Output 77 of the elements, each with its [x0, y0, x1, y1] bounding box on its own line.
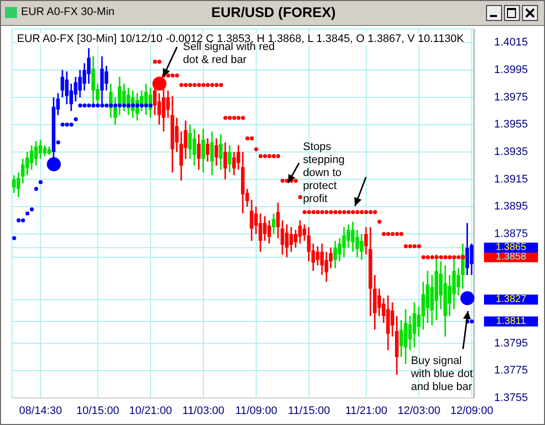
point [56, 140, 60, 144]
candlestick [210, 130, 214, 176]
chart-title: EUR/USD (FOREX) [211, 4, 336, 20]
candlestick [307, 226, 311, 262]
candlestick [214, 138, 218, 166]
x-tick-label: 10/21:00 [129, 404, 172, 417]
candlestick [267, 220, 271, 244]
x-tick-label: 11/21:00 [345, 404, 388, 417]
y-tick-label: 1.3775 [494, 364, 528, 377]
candlestick [21, 158, 25, 184]
x-tick-label: 11/15:00 [288, 404, 330, 417]
point [148, 104, 153, 108]
x-tick-label: 12/09:00 [450, 404, 494, 417]
y-tick-label: 1.3865 [496, 242, 527, 254]
y-tick-label: 1.3827 [496, 294, 527, 306]
point [131, 104, 135, 108]
candlestick [34, 140, 38, 166]
y-tick-label: 1.3935 [494, 146, 528, 158]
candlestick [206, 138, 210, 162]
y-tick-label: 1.3895 [494, 200, 528, 213]
point [21, 218, 25, 222]
point [38, 180, 43, 184]
point [144, 104, 148, 108]
y-tick-label: 1.3755 [494, 392, 528, 404]
y-tick-label: 1.3915 [494, 173, 528, 186]
point [118, 104, 122, 108]
point [12, 236, 16, 240]
candlestick [228, 144, 232, 174]
candlestick [12, 174, 16, 194]
candlestick [470, 242, 474, 276]
candlestick [342, 226, 346, 258]
point [34, 186, 38, 191]
point [25, 212, 30, 216]
candlestick [60, 69, 64, 98]
point [135, 104, 140, 108]
point [82, 104, 87, 108]
point [126, 104, 131, 108]
point [140, 104, 144, 108]
x-tick-label: 08/14:30 [19, 404, 62, 417]
point [78, 104, 82, 108]
candlestick [219, 133, 223, 171]
x-tick-label: 10/15:00 [76, 404, 120, 417]
point [74, 117, 78, 122]
candlestick [223, 142, 227, 180]
point [96, 104, 100, 108]
y-tick-label: 1.3975 [494, 91, 528, 104]
candlestick [298, 220, 302, 244]
y-tick-label: 1.3795 [494, 337, 528, 350]
point [100, 104, 104, 108]
candlestick [272, 212, 276, 235]
candlestick [360, 233, 364, 261]
point [87, 104, 91, 108]
annotation: Stops stepping down to protect profit [303, 141, 346, 206]
candlestick [197, 133, 201, 171]
point [65, 122, 69, 127]
point [60, 122, 65, 127]
point [30, 207, 34, 212]
y-tick-label: 1.3811 [496, 316, 526, 327]
point [470, 319, 474, 324]
point [91, 104, 96, 108]
y-tick-label: 1.3858 [496, 252, 527, 263]
candlestick [201, 128, 205, 174]
x-tick-label: 11/09:00 [235, 404, 278, 417]
y-tick-label: 1.4015 [494, 36, 528, 49]
point [69, 122, 74, 127]
y-tick-label: 1.3955 [494, 118, 528, 131]
point [122, 104, 126, 108]
point [109, 104, 113, 108]
point [104, 104, 109, 108]
point [113, 104, 118, 108]
y-tick-label: 1.3995 [494, 64, 528, 76]
annotation: Buy signal with blue dot and blue bar [411, 355, 474, 394]
point [16, 218, 21, 222]
x-tick-label: 11/03:00 [182, 404, 224, 417]
x-tick-label: 12/03:00 [398, 404, 440, 417]
y-tick-label: 1.3875 [494, 228, 528, 240]
text: EUR A0-FX 30-Min [21, 6, 115, 18]
